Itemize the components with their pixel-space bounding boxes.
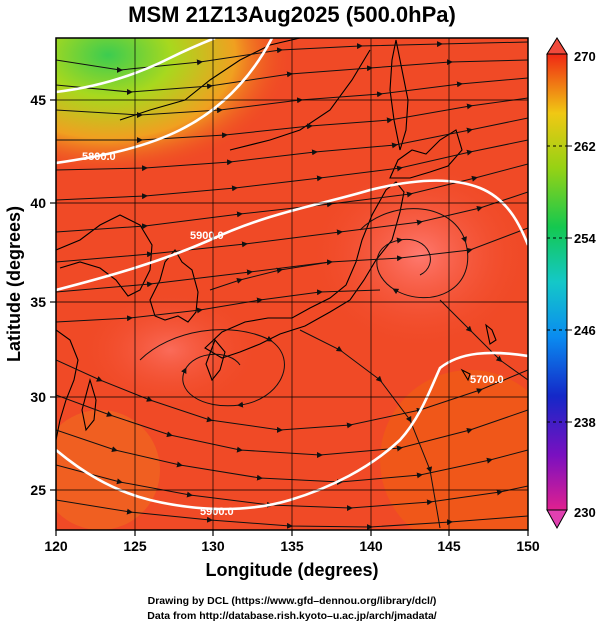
colorbar: 270 262 254 246 238 230 (546, 37, 596, 530)
x-tick-label: 135 (280, 538, 304, 554)
colorbar-tick-label: 246 (574, 323, 596, 338)
contour-label-4: 5900.0 (200, 506, 234, 518)
wind-streamlines (56, 41, 528, 530)
x-tick-label: 145 (437, 538, 461, 554)
china-coastline-south (56, 329, 79, 441)
y-tick-label: 35 (30, 294, 46, 310)
x-tick-label: 120 (44, 538, 68, 554)
y-tick-label: 30 (30, 389, 46, 405)
contour-labels: 5900.0 5800.0 5700.0 5900.0 (82, 151, 504, 518)
y-tick-label: 40 (30, 195, 46, 211)
x-tick-label: 140 (359, 538, 383, 554)
contour-5900-north (56, 179, 528, 292)
y-tick-label: 25 (30, 482, 46, 498)
colorbar-tick-label: 254 (574, 231, 596, 246)
colorbar-scale (546, 53, 568, 511)
drawing-credit: Drawing by DCL (https://www.gfd–dennou.o… (148, 595, 437, 607)
contour-top-left (56, 38, 216, 94)
colorbar-tick-label: 238 (574, 415, 596, 430)
y-axis-label: Latitude (degrees) (4, 206, 24, 362)
contour-5800 (56, 38, 274, 165)
warm-region-shading-2 (80, 290, 260, 410)
colorbar-tick-label: 230 (574, 505, 596, 520)
colorbar-tick-label: 262 (574, 139, 596, 154)
x-tick-label: 150 (516, 538, 540, 554)
colorbar-tick-label: 270 (574, 49, 596, 64)
contour-label-2: 5800.0 (82, 151, 116, 163)
figure-title: MSM 21Z13Aug2025 (500.0hPa) (128, 2, 456, 27)
warm-region-shading (310, 160, 528, 350)
x-tick-labels: 120 125 130 135 140 145 150 (44, 538, 540, 554)
data-source-credit: Data from http://database.rish.kyoto–u.a… (147, 610, 436, 622)
axis-ticks (50, 99, 529, 536)
x-tick-label: 130 (201, 538, 225, 554)
y-tick-label: 45 (30, 92, 46, 108)
contour-label-1: 5900.0 (190, 230, 224, 242)
x-axis-label: Longitude (degrees) (205, 560, 378, 580)
colorbar-upper-extension (546, 37, 568, 55)
colorbar-lower-extension (546, 509, 568, 530)
contour-label-3: 5700.0 (470, 374, 504, 386)
map-plot-area: 5900.0 5800.0 5700.0 5900.0 (56, 38, 528, 530)
height-contours (56, 38, 528, 511)
x-tick-label: 125 (123, 538, 147, 554)
y-tick-labels: 45 40 35 30 25 (30, 92, 46, 498)
contour-5900-south (56, 351, 528, 511)
map-grid (56, 38, 528, 530)
